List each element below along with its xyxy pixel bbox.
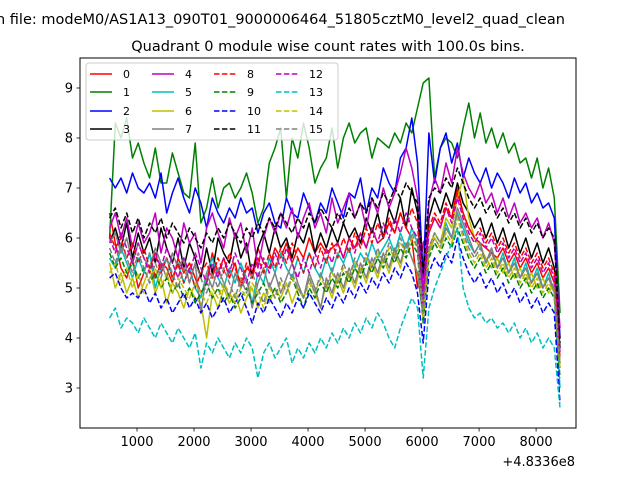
x-tick-label: 7000 xyxy=(463,435,496,450)
y-tick-label: 6 xyxy=(65,232,73,247)
x-tick-label: 1000 xyxy=(120,435,153,450)
legend-label-module-14: 14 xyxy=(309,105,323,118)
plot-frame xyxy=(79,57,577,429)
legend-label-module-10: 10 xyxy=(247,105,261,118)
x-tick-label: 3000 xyxy=(234,435,267,450)
legend-label-module-5: 5 xyxy=(185,86,192,99)
y-tick-label: 4 xyxy=(65,332,73,347)
legend-label-module-7: 7 xyxy=(185,123,192,136)
x-tick-label: 5000 xyxy=(349,435,382,450)
series-line-module-15 xyxy=(108,212,561,364)
y-tick-label: 3 xyxy=(65,382,73,397)
series-line-module-11 xyxy=(108,167,561,344)
series-layer xyxy=(108,77,561,409)
legend-label-module-4: 4 xyxy=(185,68,192,81)
legend-label-module-12: 12 xyxy=(309,68,323,81)
series-line-module-13 xyxy=(108,227,561,409)
series-line-module-10 xyxy=(109,237,561,404)
legend-label-module-1: 1 xyxy=(123,86,130,99)
y-tick-label: 5 xyxy=(65,282,73,297)
y-axis: 3 4 5 6 7 8 9 xyxy=(65,82,80,397)
legend-label-module-15: 15 xyxy=(309,123,323,136)
x-tick-label: 2000 xyxy=(177,435,210,450)
y-tick-label: 7 xyxy=(65,182,73,197)
series-line-module-2 xyxy=(108,117,561,339)
series-line-module-12 xyxy=(108,197,561,354)
chart-title: Quadrant 0 module wise count rates with … xyxy=(131,39,525,55)
legend-label-module-2: 2 xyxy=(123,105,130,118)
figure-suptitle: n file: modeM0/AS1A13_090T01_9000006464_… xyxy=(0,12,565,28)
y-tick-label: 9 xyxy=(65,82,73,97)
legend-label-module-11: 11 xyxy=(247,123,261,136)
legend-frame xyxy=(85,62,339,141)
series-line-module-4 xyxy=(108,147,561,329)
x-tick-label: 8000 xyxy=(520,435,553,450)
x-tick-label: 6000 xyxy=(406,435,439,450)
legend-label-module-0: 0 xyxy=(123,68,130,81)
series-line-module-1 xyxy=(108,77,561,314)
x-tick-label: 4000 xyxy=(291,435,324,450)
x-offset-label: +4.8336e8 xyxy=(502,455,575,470)
legend-label-module-6: 6 xyxy=(185,105,192,118)
legend-label-module-3: 3 xyxy=(123,123,130,136)
legend-label-module-8: 8 xyxy=(247,68,254,81)
x-axis: 1000 2000 3000 4000 5000 6000 7000 8000 xyxy=(120,428,553,450)
y-tick-label: 8 xyxy=(65,132,73,147)
series-line-module-6 xyxy=(108,177,561,364)
series-line-module-14 xyxy=(108,217,561,369)
legend-label-module-9: 9 xyxy=(247,86,254,99)
legend-label-module-13: 13 xyxy=(309,86,323,99)
